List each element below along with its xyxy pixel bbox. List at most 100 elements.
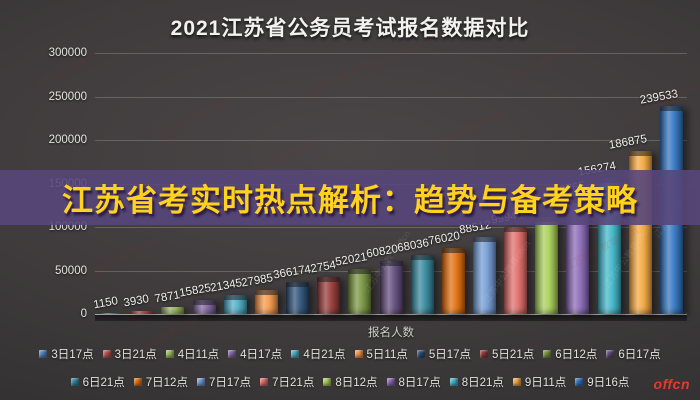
legend-label: 8日12点 [335,377,378,389]
bar-sheen [472,236,496,314]
bar-8日17点 [566,198,590,314]
x-axis-baseline [95,314,687,315]
bar-top-face [410,254,434,260]
gridline [95,53,687,54]
legend-item-9日11点: 9日11点 [512,374,567,390]
legend-item-4日17点: 4日17点 [228,346,282,362]
bar-6日21点 [410,254,434,314]
legend-marker-icon [70,378,79,386]
legend-item-5日21点: 5日21点 [480,346,534,362]
legend-marker-icon [354,350,363,358]
legend-label: 4日17点 [240,349,283,361]
legend-row-1: 3日17点 3日21点 4日11点 4日17点 4日21点 5日11点 5日17点 5日21点… [0,346,700,362]
legend-marker-icon [133,378,142,386]
legend-marker-icon [480,350,489,358]
y-axis-tick-label: 250000 [48,90,87,103]
bar-7日12点 [441,247,465,314]
legend-marker-icon [323,378,332,386]
bar-top-face [192,300,216,306]
bar-top-face [472,236,496,242]
bar-sheen [441,247,465,314]
gridline [95,227,687,228]
bar-sheen [223,295,247,314]
legend-marker-icon [165,350,174,358]
legend-item-4日21点: 4日21点 [291,346,346,362]
legend-item-4日11点: 4日11点 [165,346,220,362]
legend-label: 8日21点 [461,377,504,389]
legend-marker-icon [606,350,615,358]
legend-item-8日17点: 8日17点 [386,374,441,390]
bar-4日11点 [161,307,185,314]
legend-label: 9日16点 [587,377,630,389]
legend-item-3日21点: 3日21点 [102,346,157,362]
bar-5日11点 [254,289,278,314]
bar-sheen [410,254,434,314]
bar-4日17点 [192,300,216,314]
legend-label: 5日11点 [366,349,408,361]
legend-label: 7日21点 [272,377,315,389]
legend-label: 7日17点 [208,377,252,389]
legend-item-5日11点: 5日11点 [354,346,408,362]
legend-label: 3日21点 [114,349,157,361]
legend-label: 5日21点 [492,349,535,361]
legend-item-6日17点: 6日17点 [606,346,661,362]
bar-top-face [317,276,341,282]
bar-top-face [348,268,372,274]
headline-text: 江苏省考实时热点解析：趋势与备考策略 [62,183,638,218]
legend-item-6日21点: 6日21点 [70,374,125,390]
legend-label: 9日11点 [524,377,567,389]
bar-top-face [504,227,528,233]
legend-label: 7日12点 [145,377,188,389]
bar-6日17点 [379,261,403,314]
legend-marker-icon [291,350,300,358]
legend-label: 3日17点 [51,349,94,361]
legend-marker-icon [575,378,584,386]
legend-label: 6日17点 [618,349,661,361]
legend-marker-icon [228,350,237,358]
bar-top-face [223,295,247,301]
y-axis-tick-label: 50000 [55,264,87,277]
legend-label: 4日11点 [177,349,220,361]
headline-overlay-banner: 江苏省考实时热点解析：趋势与备考策略 [0,170,700,225]
bar-7日21点 [504,227,528,314]
legend-marker-icon [39,350,48,358]
legend-marker-icon [449,378,458,386]
bar-top-face [628,151,652,157]
legend-marker-icon [416,350,425,358]
legend-label: 6日21点 [82,377,125,389]
bar-sheen [161,307,185,314]
bar-3日21点 [130,310,154,314]
bar-sheen [99,312,123,314]
legend-item-8日21点: 8日21点 [449,374,504,390]
bar-top-face [286,282,310,288]
legend-row-2: 6日21点 7日12点 7日17点 7日21点 8日12点 8日17点 8日21点 9日11点… [0,374,700,390]
legend-marker-icon [386,378,395,386]
legend-label: 4日21点 [303,349,346,361]
bar-sheen [348,268,372,314]
legend-marker-icon [512,378,521,386]
bar-6日12点 [348,268,372,314]
bar-sheen [317,276,341,314]
legend-marker-icon [260,378,269,386]
bar-sheen [379,261,403,314]
bar-8日12点 [535,216,559,314]
bar-3日17点 [99,312,123,314]
legend-item-9日16点: 9日16点 [575,374,629,390]
x-axis-label: 报名人数 [368,327,414,339]
bar-top-face [254,289,278,295]
chart-title: 2021江苏省公务员考试报名数据对比 [170,17,530,40]
bar-sheen [254,289,278,314]
legend-item-7日17点: 7日17点 [196,374,252,390]
bar-4日21点 [223,295,247,314]
y-axis-tick-label: 200000 [48,134,87,146]
y-axis-tick-label: 300000 [48,47,87,59]
legend-item-7日12点: 7日12点 [133,374,188,390]
chart-floor [95,315,687,321]
legend-marker-icon [196,378,205,386]
legend-label: 8日17点 [398,377,441,389]
legend-item-7日21点: 7日21点 [260,374,314,390]
gridline [95,96,687,98]
bar-5日21点 [317,276,341,314]
bar-5日17点 [286,282,310,314]
